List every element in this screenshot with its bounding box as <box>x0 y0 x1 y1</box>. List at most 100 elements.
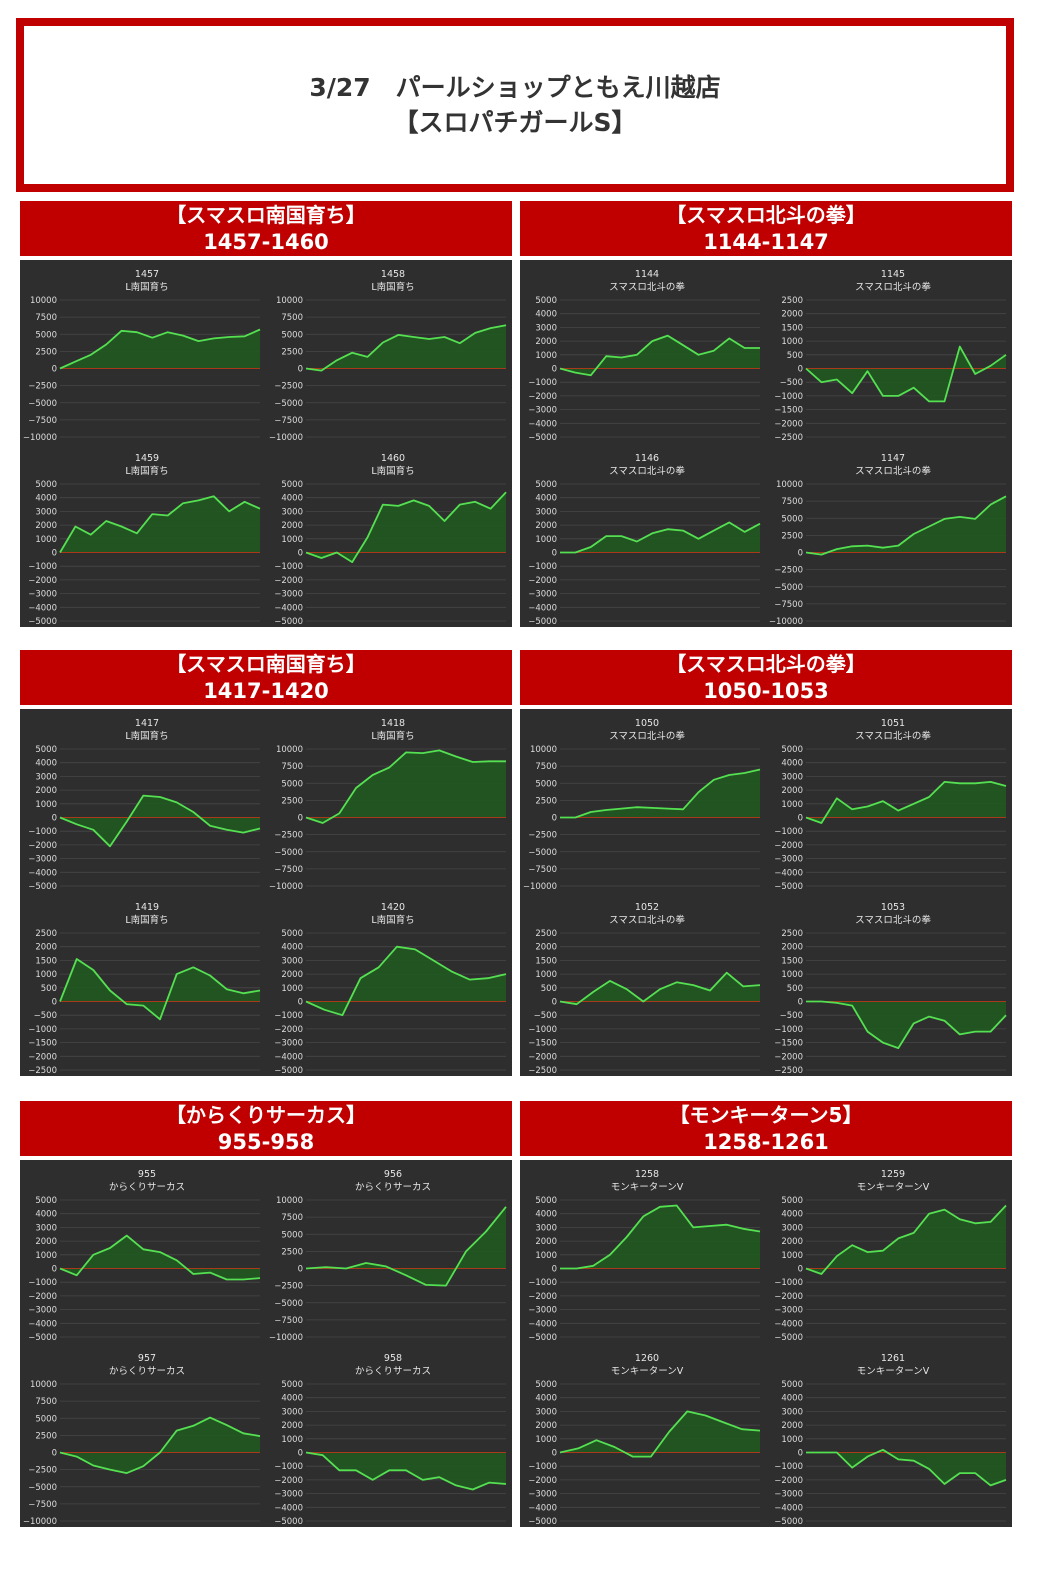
data-point <box>121 330 123 332</box>
y-tick-label: −7500 <box>28 416 57 426</box>
data-point <box>365 1262 367 1264</box>
chart-title: スマスロ北斗の拳 <box>609 914 685 926</box>
chart-panel: 1144 スマスロ北斗の拳 −5000 −4000 −3000 −2000 −1000 0 10… <box>520 260 1012 627</box>
y-tick-label: 1000 <box>535 970 557 980</box>
data-point <box>559 817 561 819</box>
y-tick-label: −2000 <box>528 576 557 586</box>
y-tick-label: 1000 <box>35 1251 57 1261</box>
data-point <box>944 400 946 402</box>
data-point <box>92 969 94 971</box>
y-tick-label: 0 <box>798 998 803 1008</box>
data-point <box>959 1033 961 1035</box>
data-point <box>472 1489 474 1491</box>
y-tick-label: −3000 <box>774 1490 803 1500</box>
chart-title: L南国育ち <box>371 465 414 477</box>
chart-number: 1147 <box>881 453 905 464</box>
y-tick-label: 2000 <box>281 521 303 531</box>
chart-number: 956 <box>384 1169 402 1180</box>
y-tick-label: 1000 <box>781 1435 803 1445</box>
chart-title: からくりサーカス <box>109 1366 185 1377</box>
data-point <box>305 1001 307 1003</box>
data-point <box>159 1251 161 1253</box>
data-point <box>351 352 353 354</box>
data-point <box>259 508 261 510</box>
chart: 955 からくりサーカス −5000 −4000 −3000 −2000 −1000 0 100… <box>28 1169 261 1343</box>
y-tick-label: 7500 <box>281 762 303 772</box>
area-fill <box>806 781 1006 823</box>
data-point <box>913 533 915 535</box>
area-fill <box>560 522 760 553</box>
data-point <box>259 1277 261 1279</box>
chart-title: からくりサーカス <box>355 1182 431 1193</box>
group-machine-name: 【モンキーターン5】 <box>669 1103 863 1127</box>
y-tick-label: 1000 <box>535 1251 557 1261</box>
data-point <box>59 1268 61 1270</box>
data-point <box>59 368 61 370</box>
data-point <box>485 1231 487 1233</box>
data-point <box>728 521 730 523</box>
data-point <box>136 532 138 534</box>
y-tick-label: −5000 <box>274 1517 303 1527</box>
y-tick-label: −1000 <box>528 1025 557 1035</box>
data-point <box>713 779 715 781</box>
group-4: 【スマスロ北斗の拳】 1050-1053 1050 スマスロ北斗の拳 −10000−… <box>520 650 1012 1076</box>
y-tick-label: 0 <box>52 1449 57 1459</box>
data-point <box>759 769 761 771</box>
data-point <box>805 368 807 370</box>
chart-number: 1050 <box>635 718 659 729</box>
y-tick-label: −3000 <box>528 590 557 600</box>
y-tick-label: −2000 <box>528 1476 557 1486</box>
y-tick-label: 5000 <box>535 779 557 789</box>
y-tick-label: −5000 <box>274 617 303 627</box>
data-point <box>913 803 915 805</box>
y-tick-label: −1000 <box>528 378 557 388</box>
y-tick-label: 500 <box>41 984 57 994</box>
y-tick-label: 0 <box>798 549 803 559</box>
series-line <box>305 1451 507 1491</box>
data-point <box>372 1479 374 1481</box>
data-point <box>176 1430 178 1432</box>
data-point <box>505 324 507 326</box>
chart: 958 からくりサーカス −5000 −4000 −3000 −2000 −1000 0 100… <box>274 1353 507 1527</box>
data-point <box>621 357 623 359</box>
data-point <box>382 504 384 506</box>
data-point <box>759 347 761 349</box>
data-point <box>455 1484 457 1486</box>
y-tick-label: −3000 <box>774 855 803 865</box>
y-tick-label: 3000 <box>535 323 557 333</box>
data-point <box>192 1273 194 1275</box>
y-tick-label: −4000 <box>28 868 57 878</box>
y-tick-label: 0 <box>798 1265 803 1275</box>
data-point <box>505 491 507 493</box>
chart-number: 1051 <box>881 718 905 729</box>
y-tick-label: −5000 <box>774 1333 803 1343</box>
y-tick-label: 1000 <box>781 800 803 810</box>
y-tick-label: −1000 <box>774 827 803 837</box>
y-tick-label: −2000 <box>274 576 303 586</box>
y-tick-label: 5000 <box>281 480 303 490</box>
data-point <box>805 817 807 819</box>
y-tick-label: 5000 <box>535 480 557 490</box>
y-tick-label: −2000 <box>28 576 57 586</box>
data-point <box>974 373 976 375</box>
y-tick-label: 3000 <box>281 1407 303 1417</box>
area-fill <box>60 496 260 553</box>
y-tick-label: −1000 <box>274 562 303 572</box>
y-tick-label: 2500 <box>35 929 57 939</box>
chart-number: 1052 <box>635 902 659 913</box>
area-fill <box>60 795 260 847</box>
chart-title: モンキーターンV <box>857 1182 930 1193</box>
y-tick-label: −2000 <box>774 1052 803 1062</box>
data-point <box>897 810 899 812</box>
data-point <box>959 346 961 348</box>
y-tick-label: 2500 <box>781 929 803 939</box>
y-tick-label: 4000 <box>535 1210 557 1220</box>
y-tick-label: −500 <box>780 1011 803 1021</box>
group-header: 【スマスロ南国育ち】 1417-1420 <box>20 650 512 705</box>
chart-title: L南国育ち <box>125 730 168 742</box>
y-tick-label: 0 <box>52 1265 57 1275</box>
data-point <box>867 1456 869 1458</box>
y-tick-label: −2000 <box>528 392 557 402</box>
